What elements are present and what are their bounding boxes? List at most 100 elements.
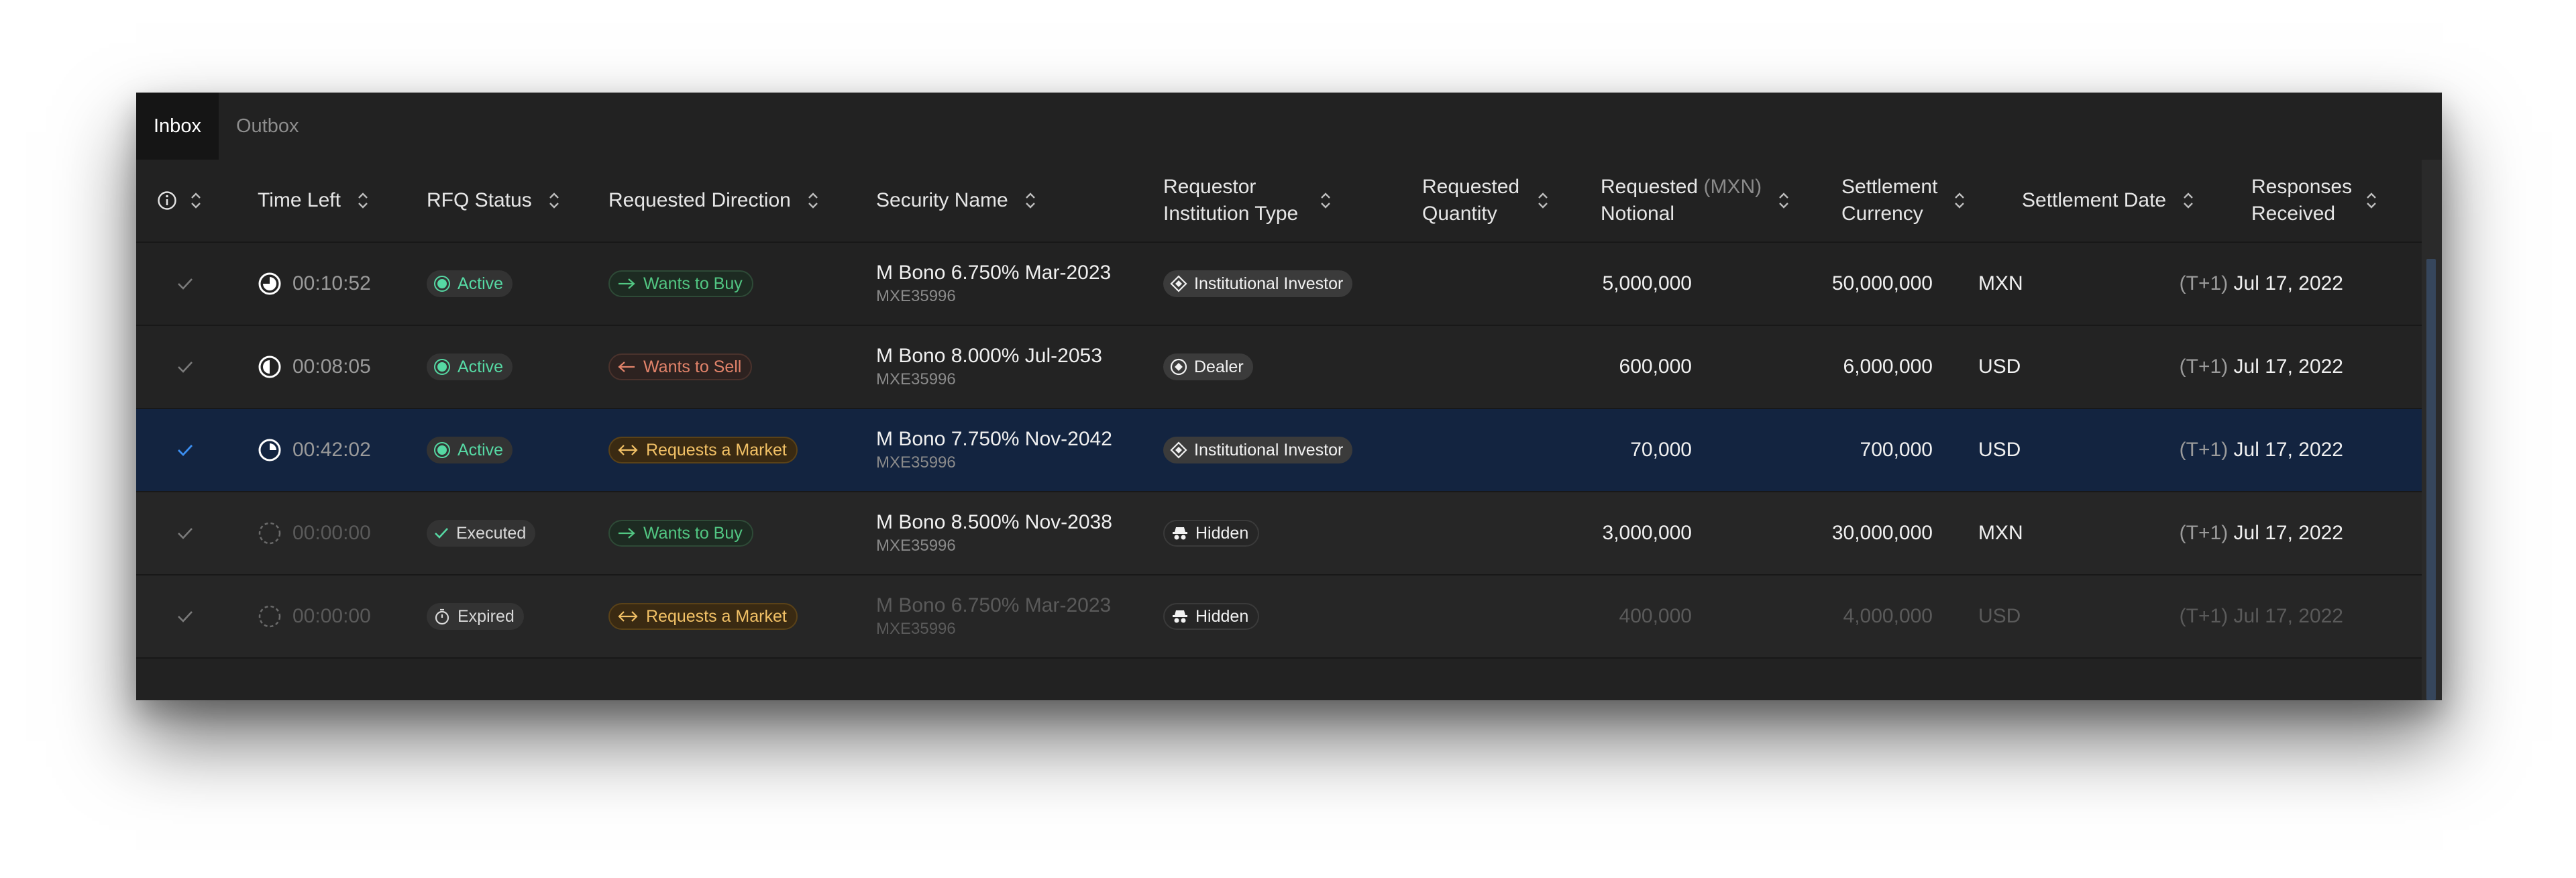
header-settlement-currency[interactable]: Settlement Currency	[1841, 160, 1996, 241]
responses-cell[interactable]: 5	[2283, 243, 2442, 325]
institution-badge: Hidden	[1163, 520, 1260, 547]
sort-icon[interactable]	[1023, 189, 1038, 212]
security-cell: M Bono 6.750% Mar-2023 MXE35996	[876, 243, 1144, 325]
header-rfq-status[interactable]: RFQ Status	[427, 160, 601, 241]
security-name: M Bono 6.750% Mar-2023	[876, 594, 1112, 616]
settlement-date-cell: (T+1) Jul 17, 2022	[2179, 355, 2343, 378]
status-badge: Expired	[427, 603, 524, 630]
time-left-cell: 00:42:02	[258, 409, 412, 491]
header-label: Settlement Date	[2022, 189, 2167, 211]
timer-icon	[258, 438, 282, 462]
header-label: Requested Quantity	[1422, 176, 1520, 225]
arrows-left-right-icon	[616, 443, 639, 457]
header-label: Time Left	[258, 189, 341, 211]
responses-cell[interactable]: 5	[2283, 492, 2442, 574]
header-select[interactable]	[156, 160, 237, 241]
header-responses-received[interactable]: Responses Received	[2251, 160, 2419, 241]
direction-cell: Wants to Sell	[608, 326, 870, 408]
responses-cell[interactable]: 1	[2283, 409, 2442, 491]
currency-cell: USD	[1978, 605, 2021, 627]
sort-icon[interactable]	[806, 189, 820, 212]
institution-cell: Hidden	[1163, 492, 1405, 574]
sort-icon[interactable]	[1536, 189, 1550, 212]
time-left-cell: 00:00:00	[258, 492, 412, 574]
time-left: 00:42:02	[292, 439, 371, 461]
sort-icon[interactable]	[1952, 189, 1967, 212]
security-id: MXE35996	[876, 620, 956, 638]
table-row[interactable]: 00:10:52 Active Wants to Buy M Bono 6.75…	[136, 243, 2422, 326]
settlement-date-cell: (T+1) Jul 17, 2022	[2179, 522, 2343, 544]
header-requestor-type[interactable]: Requestor Institution Type	[1163, 160, 1364, 241]
direction-badge: Wants to Buy	[608, 520, 753, 547]
sort-icon[interactable]	[189, 189, 203, 212]
quantity-cell: 600,000	[1619, 355, 1692, 378]
check-icon[interactable]	[175, 326, 202, 408]
security-name: M Bono 7.750% Nov-2042	[876, 428, 1112, 450]
check-icon[interactable]	[175, 575, 202, 657]
institution-cell: Dealer	[1163, 326, 1405, 408]
header-label: RFQ Status	[427, 189, 532, 211]
sort-icon[interactable]	[2181, 189, 2196, 212]
check-icon[interactable]	[175, 492, 202, 574]
header-requested-quantity[interactable]: Requested Quantity	[1422, 160, 1570, 241]
header-requested-direction[interactable]: Requested Direction	[608, 160, 870, 241]
notional-cell: 700,000	[1860, 439, 1933, 461]
tab-inbox[interactable]: Inbox	[136, 93, 219, 160]
time-left: 00:10:52	[292, 272, 371, 294]
active-dot-icon	[433, 441, 451, 459]
arrow-right-icon	[616, 276, 637, 291]
header-security-name[interactable]: Security Name	[876, 160, 1144, 241]
header-settlement-date[interactable]: Settlement Date	[2022, 160, 2223, 241]
check-icon[interactable]	[175, 409, 202, 491]
time-left: 00:08:05	[292, 355, 371, 378]
direction-cell: Requests a Market	[608, 575, 870, 657]
incognito-icon	[1171, 525, 1189, 542]
sort-icon[interactable]	[1318, 189, 1333, 212]
settlement-date-cell: (T+1) Jul 17, 2022	[2179, 439, 2343, 461]
status-cell: Active	[427, 326, 601, 408]
direction-badge: Requests a Market	[608, 437, 798, 463]
status-badge: Executed	[427, 520, 536, 547]
responses-cell[interactable]: 9	[2283, 575, 2442, 657]
header-time-left[interactable]: Time Left	[258, 160, 412, 241]
sort-icon[interactable]	[2364, 189, 2379, 212]
vertical-scrollbar[interactable]	[2422, 160, 2442, 700]
timer-icon	[258, 272, 282, 296]
table-row[interactable]: 00:08:05 Active Wants to Sell M Bono 8.0…	[136, 326, 2422, 409]
arrow-left-icon	[616, 360, 637, 374]
header-label: Settlement Currency	[1841, 176, 1938, 225]
header-requested-notional[interactable]: Requested (MXN) Notional	[1601, 160, 1802, 241]
table-row[interactable]: 00:00:00 Executed Wants to Buy M Bono 8.…	[136, 492, 2422, 575]
sort-icon[interactable]	[547, 189, 561, 212]
quantity-cell: 5,000,000	[1602, 272, 1692, 294]
notional-cell: 4,000,000	[1843, 605, 1933, 627]
status-cell: Executed	[427, 492, 601, 574]
tab-bar: Inbox Outbox	[136, 93, 316, 160]
sort-icon[interactable]	[356, 189, 370, 212]
security-id: MXE35996	[876, 453, 956, 472]
sort-icon[interactable]	[1776, 189, 1791, 212]
settlement-date-cell: (T+1) Jul 17, 2022	[2179, 272, 2343, 294]
security-name: M Bono 6.750% Mar-2023	[876, 262, 1112, 284]
table-header: Time Left RFQ Status Requested Direction…	[136, 160, 2422, 243]
security-name: M Bono 8.500% Nov-2038	[876, 511, 1112, 533]
stopwatch-icon	[433, 608, 451, 625]
table-row[interactable]: 00:00:00 Expired Requests a Market M Bon…	[136, 575, 2422, 659]
responses-cell[interactable]: 12	[2283, 326, 2442, 408]
active-dot-icon	[433, 275, 451, 292]
status-cell: Active	[427, 243, 601, 325]
security-id: MXE35996	[876, 537, 956, 555]
diamond-icon	[1170, 441, 1187, 459]
time-left: 00:00:00	[292, 605, 371, 627]
tab-outbox[interactable]: Outbox	[235, 115, 299, 137]
quantity-cell: 400,000	[1619, 605, 1692, 627]
scrollbar-thumb[interactable]	[2426, 259, 2436, 700]
quantity-cell: 3,000,000	[1602, 522, 1692, 544]
table-row-selected[interactable]: 00:42:02 Active Requests a Market M Bono…	[136, 409, 2422, 492]
direction-cell: Wants to Buy	[608, 492, 870, 574]
check-icon[interactable]	[175, 243, 202, 325]
institution-badge: Dealer	[1163, 353, 1253, 380]
info-circle-icon[interactable]	[156, 190, 178, 211]
timer-empty-icon	[258, 521, 282, 545]
time-left-cell: 00:00:00	[258, 575, 412, 657]
